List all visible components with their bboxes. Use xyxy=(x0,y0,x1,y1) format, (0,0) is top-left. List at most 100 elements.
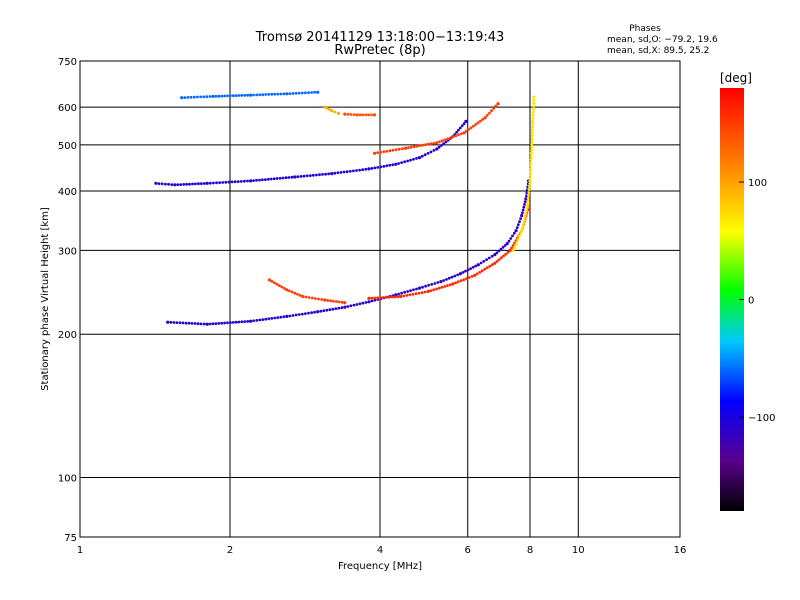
trace-point xyxy=(426,289,430,293)
trace-point xyxy=(307,311,310,315)
trace-point xyxy=(246,93,250,97)
trace-point xyxy=(529,167,532,171)
x-tick-label: 4 xyxy=(377,545,383,556)
trace-point xyxy=(233,180,237,184)
trace-point xyxy=(379,165,383,169)
y-tick-label: 750 xyxy=(58,57,77,68)
trace-point xyxy=(188,182,191,186)
trace-point xyxy=(379,296,382,299)
trace-point xyxy=(355,169,358,172)
trace-point xyxy=(194,182,197,186)
trace-point xyxy=(218,181,222,185)
trace-point xyxy=(307,91,310,95)
trace-point xyxy=(514,229,518,233)
trace-point xyxy=(483,116,487,120)
x-axis-ticks: 1 2 4 6 8 10 16 xyxy=(77,545,687,556)
trace-point xyxy=(472,124,475,128)
trace-point xyxy=(154,181,158,185)
trace-point xyxy=(307,296,311,299)
trace-point xyxy=(394,162,398,166)
trace-point xyxy=(403,146,408,150)
trace-point xyxy=(444,140,448,144)
trace-point xyxy=(237,94,241,97)
trace-point xyxy=(320,298,324,301)
trace-point xyxy=(214,94,218,98)
trace-point xyxy=(372,113,377,117)
trace-point xyxy=(474,123,478,126)
trace-point xyxy=(530,137,534,141)
trace-point xyxy=(334,307,338,311)
trace-point xyxy=(364,113,368,117)
trace-point xyxy=(456,280,460,284)
trace-point xyxy=(508,248,512,252)
trace-point xyxy=(255,319,259,322)
trace-point xyxy=(531,119,535,123)
trace-point xyxy=(457,128,460,132)
trace-point xyxy=(267,177,270,181)
trace-point xyxy=(504,252,508,256)
trace-point xyxy=(261,318,265,321)
trace-point xyxy=(192,95,196,99)
trace-point xyxy=(447,276,451,280)
trace-point xyxy=(525,205,529,209)
trace-point xyxy=(393,295,397,299)
trace-point xyxy=(325,106,329,110)
trace-point xyxy=(297,313,301,316)
trace-point xyxy=(167,182,170,186)
trace-point xyxy=(522,205,526,209)
trace-point xyxy=(367,296,371,300)
trace-point xyxy=(361,168,365,172)
trace-point xyxy=(527,188,531,192)
trace-point xyxy=(501,245,505,249)
trace-point xyxy=(511,248,515,252)
trace-point xyxy=(352,113,356,117)
trace-point xyxy=(382,150,386,154)
trace-point xyxy=(488,264,492,268)
trace-point xyxy=(336,171,340,175)
trace-point xyxy=(208,181,212,185)
trace-point xyxy=(205,95,209,99)
trace-point xyxy=(329,299,332,303)
trace-point xyxy=(358,113,362,117)
trace-point xyxy=(367,167,371,171)
trace-point xyxy=(401,147,404,151)
trace-point xyxy=(381,296,385,299)
trace-point xyxy=(261,93,265,97)
trace-point xyxy=(528,176,532,180)
trace-point xyxy=(400,291,403,295)
trace-point xyxy=(364,167,368,171)
trace-point xyxy=(415,157,418,160)
trace-point xyxy=(493,253,497,257)
trace-point xyxy=(397,162,400,165)
trace-point xyxy=(181,321,185,325)
trace-point xyxy=(352,169,355,173)
trace-point xyxy=(521,208,525,212)
trace-point xyxy=(485,258,488,261)
trace-point xyxy=(342,170,346,174)
trace-point xyxy=(530,140,534,144)
x-tick-label: 16 xyxy=(674,545,687,556)
trace-point xyxy=(249,93,253,97)
trace-point xyxy=(532,107,535,111)
trace-point xyxy=(287,176,291,179)
trace-point xyxy=(531,122,534,126)
trace-point xyxy=(346,112,350,116)
trace-point xyxy=(294,313,298,317)
trace-point xyxy=(440,144,443,147)
trace-point xyxy=(411,292,415,296)
y-tick-label: 600 xyxy=(58,103,77,114)
trace-point xyxy=(436,281,440,284)
trace-point xyxy=(432,149,436,152)
trace-point xyxy=(523,217,526,221)
trace-point xyxy=(462,131,466,135)
trace-point xyxy=(409,289,412,292)
trace-point xyxy=(275,177,279,180)
trace-point xyxy=(178,321,182,325)
trace-point xyxy=(275,282,279,286)
trace-point xyxy=(469,126,473,130)
trace-point xyxy=(526,199,530,203)
trace-point xyxy=(454,281,457,285)
trace-point xyxy=(261,178,264,182)
trace-point xyxy=(521,226,524,230)
trace-point xyxy=(412,157,415,161)
